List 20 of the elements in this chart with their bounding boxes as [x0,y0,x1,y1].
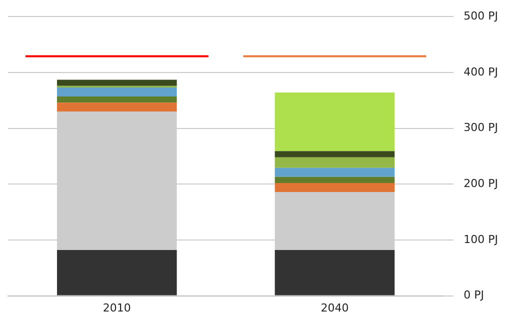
y-tick-label: 300 PJ [464,121,498,134]
bar [274,151,395,158]
y-tick-label: 100 PJ [464,232,498,246]
y-tick-label: 400 PJ [464,65,498,78]
bar [274,176,395,184]
y-tick-label: 0 PJ [464,288,484,302]
bar [57,88,177,96]
bar [274,157,395,168]
bar [274,250,395,296]
bar [57,96,177,103]
y-tick-label: 500 PJ [464,9,498,22]
x-tick-label: 2010 [102,301,131,314]
bar [274,183,395,192]
bar [274,92,395,152]
bar [57,102,177,112]
y-tick-label: 200 PJ [464,176,498,190]
bar [57,80,177,86]
bar [274,168,395,177]
x-tick-label: 2040 [320,301,349,314]
bar [57,250,177,296]
